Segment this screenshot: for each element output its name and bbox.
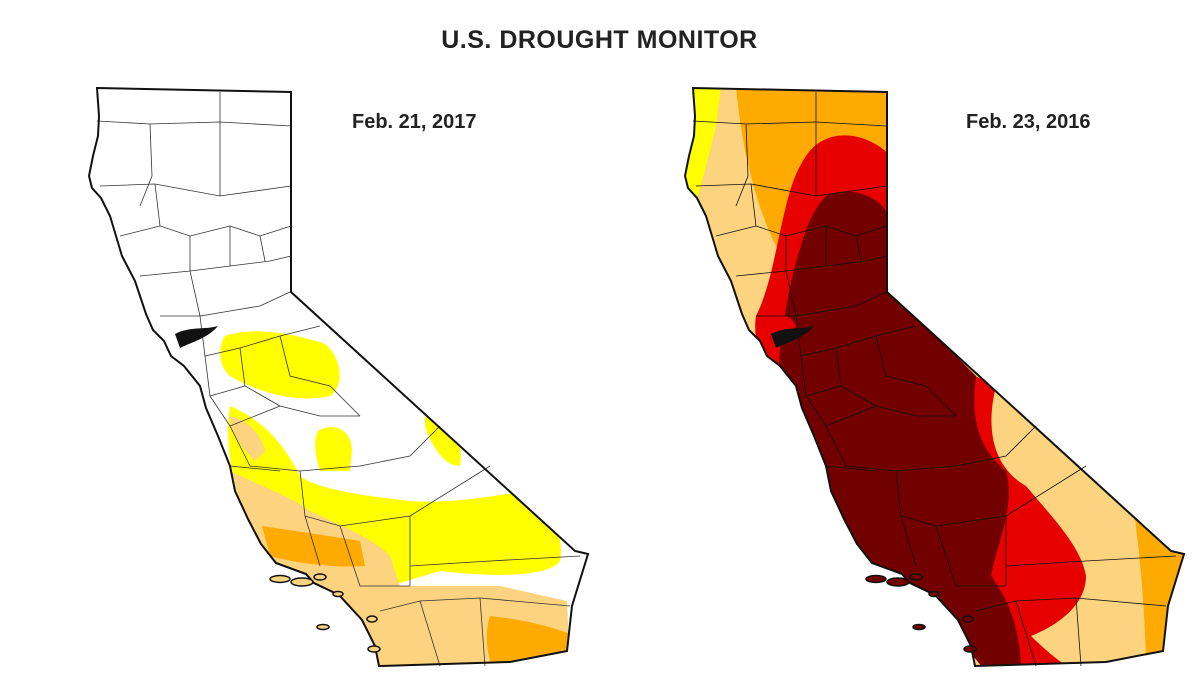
county-lines — [96, 92, 581, 667]
d2-zone — [262, 526, 365, 567]
d1-zone — [1106, 471, 1146, 666]
sf-bay — [175, 326, 218, 348]
channel-islands — [865, 573, 977, 653]
drought-map-2016: Feb. 23, 2016 — [676, 86, 1186, 672]
sf-bay — [771, 326, 814, 348]
d1-zone — [229, 471, 571, 666]
channel-islands — [269, 573, 381, 653]
drought-map-2017: Feb. 21, 2017 — [80, 86, 590, 672]
map-date-label: Feb. 21, 2017 — [352, 111, 477, 133]
california-map-2016 — [683, 86, 1186, 668]
state-outline — [683, 86, 1186, 668]
state-outline — [87, 86, 590, 668]
california-map-2017 — [87, 86, 590, 668]
chart-title: U.S. DROUGHT MONITOR — [441, 26, 758, 54]
d1-zone — [230, 416, 265, 461]
drought-zones-2017 — [220, 331, 571, 666]
d4-zone — [779, 191, 1021, 666]
map-date-label: Feb. 23, 2016 — [966, 111, 1091, 133]
d0-zone — [220, 331, 340, 399]
county-lines — [692, 92, 1177, 667]
d0-zone — [315, 427, 352, 471]
